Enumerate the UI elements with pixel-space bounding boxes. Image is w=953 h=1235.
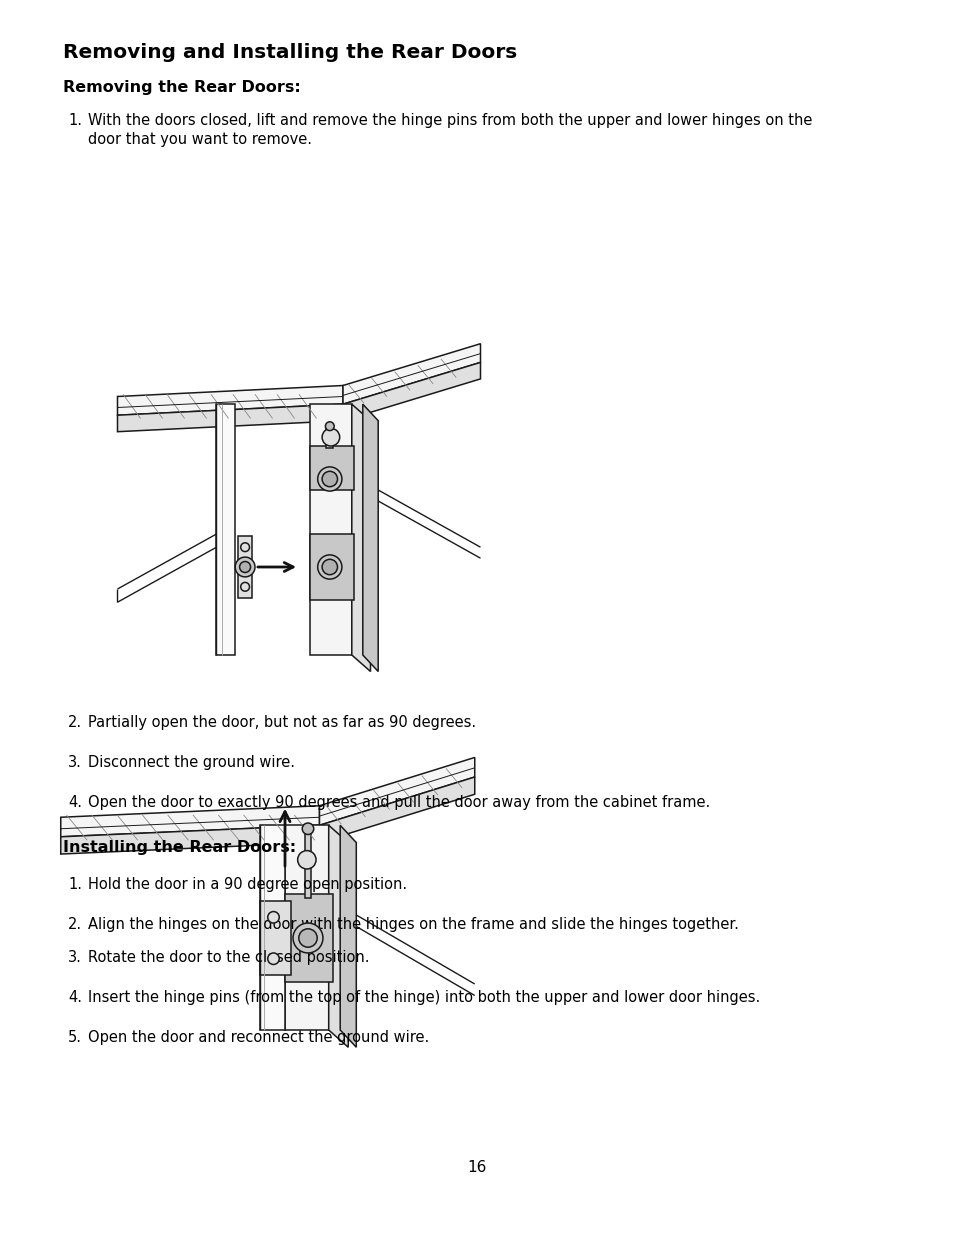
Polygon shape xyxy=(362,404,377,672)
Circle shape xyxy=(298,929,316,947)
Text: Insert the hinge pins (from the top of the hinge) into both the upper and lower : Insert the hinge pins (from the top of t… xyxy=(88,990,760,1005)
Text: Open the door to exactly 90 degrees and pull the door away from the cabinet fram: Open the door to exactly 90 degrees and … xyxy=(88,795,709,810)
Text: 2.: 2. xyxy=(68,715,82,730)
Text: 4.: 4. xyxy=(68,795,82,810)
Polygon shape xyxy=(61,825,319,855)
Text: 16: 16 xyxy=(467,1160,486,1174)
Text: 3.: 3. xyxy=(68,755,82,769)
Text: Hold the door in a 90 degree open position.: Hold the door in a 90 degree open positi… xyxy=(88,877,407,892)
Polygon shape xyxy=(117,385,343,415)
Polygon shape xyxy=(310,446,354,490)
Polygon shape xyxy=(61,805,319,837)
Circle shape xyxy=(268,911,279,923)
Polygon shape xyxy=(340,825,355,1047)
Text: 4.: 4. xyxy=(68,990,82,1005)
Polygon shape xyxy=(329,825,348,1047)
Polygon shape xyxy=(343,362,480,421)
Polygon shape xyxy=(304,829,311,898)
Polygon shape xyxy=(343,343,480,404)
Polygon shape xyxy=(238,536,252,598)
Polygon shape xyxy=(285,894,333,982)
Text: Align the hinges on the door with the hinges on the frame and slide the hinges t: Align the hinges on the door with the hi… xyxy=(88,918,739,932)
Text: door that you want to remove.: door that you want to remove. xyxy=(88,132,312,147)
Polygon shape xyxy=(259,902,291,974)
Text: Disconnect the ground wire.: Disconnect the ground wire. xyxy=(88,755,294,769)
Circle shape xyxy=(317,555,341,579)
Circle shape xyxy=(240,583,250,592)
Circle shape xyxy=(325,422,334,431)
Polygon shape xyxy=(216,404,235,655)
Circle shape xyxy=(322,559,337,574)
Circle shape xyxy=(235,557,254,577)
Circle shape xyxy=(297,851,315,869)
Text: Installing the Rear Doors:: Installing the Rear Doors: xyxy=(63,840,295,855)
Circle shape xyxy=(240,543,250,552)
Circle shape xyxy=(239,562,251,573)
Polygon shape xyxy=(285,825,329,1030)
Text: 1.: 1. xyxy=(68,877,82,892)
Text: 3.: 3. xyxy=(68,950,82,965)
Circle shape xyxy=(322,472,337,487)
Text: Open the door and reconnect the ground wire.: Open the door and reconnect the ground w… xyxy=(88,1030,429,1045)
Polygon shape xyxy=(310,404,352,655)
Circle shape xyxy=(322,429,339,446)
Circle shape xyxy=(317,467,341,492)
Text: 1.: 1. xyxy=(68,112,82,128)
Polygon shape xyxy=(326,426,333,448)
Polygon shape xyxy=(117,404,343,432)
Text: With the doors closed, lift and remove the hinge pins from both the upper and lo: With the doors closed, lift and remove t… xyxy=(88,112,812,128)
Polygon shape xyxy=(319,777,475,842)
Polygon shape xyxy=(352,404,370,672)
Circle shape xyxy=(268,953,279,965)
Text: Removing and Installing the Rear Doors: Removing and Installing the Rear Doors xyxy=(63,43,517,62)
Text: Removing the Rear Doors:: Removing the Rear Doors: xyxy=(63,80,300,95)
Text: 5.: 5. xyxy=(68,1030,82,1045)
Text: 2.: 2. xyxy=(68,918,82,932)
Circle shape xyxy=(302,823,314,835)
Polygon shape xyxy=(319,757,475,825)
Text: Partially open the door, but not as far as 90 degrees.: Partially open the door, but not as far … xyxy=(88,715,476,730)
Polygon shape xyxy=(310,534,354,600)
Polygon shape xyxy=(259,825,285,1030)
Circle shape xyxy=(293,923,323,953)
Text: Rotate the door to the closed position.: Rotate the door to the closed position. xyxy=(88,950,369,965)
